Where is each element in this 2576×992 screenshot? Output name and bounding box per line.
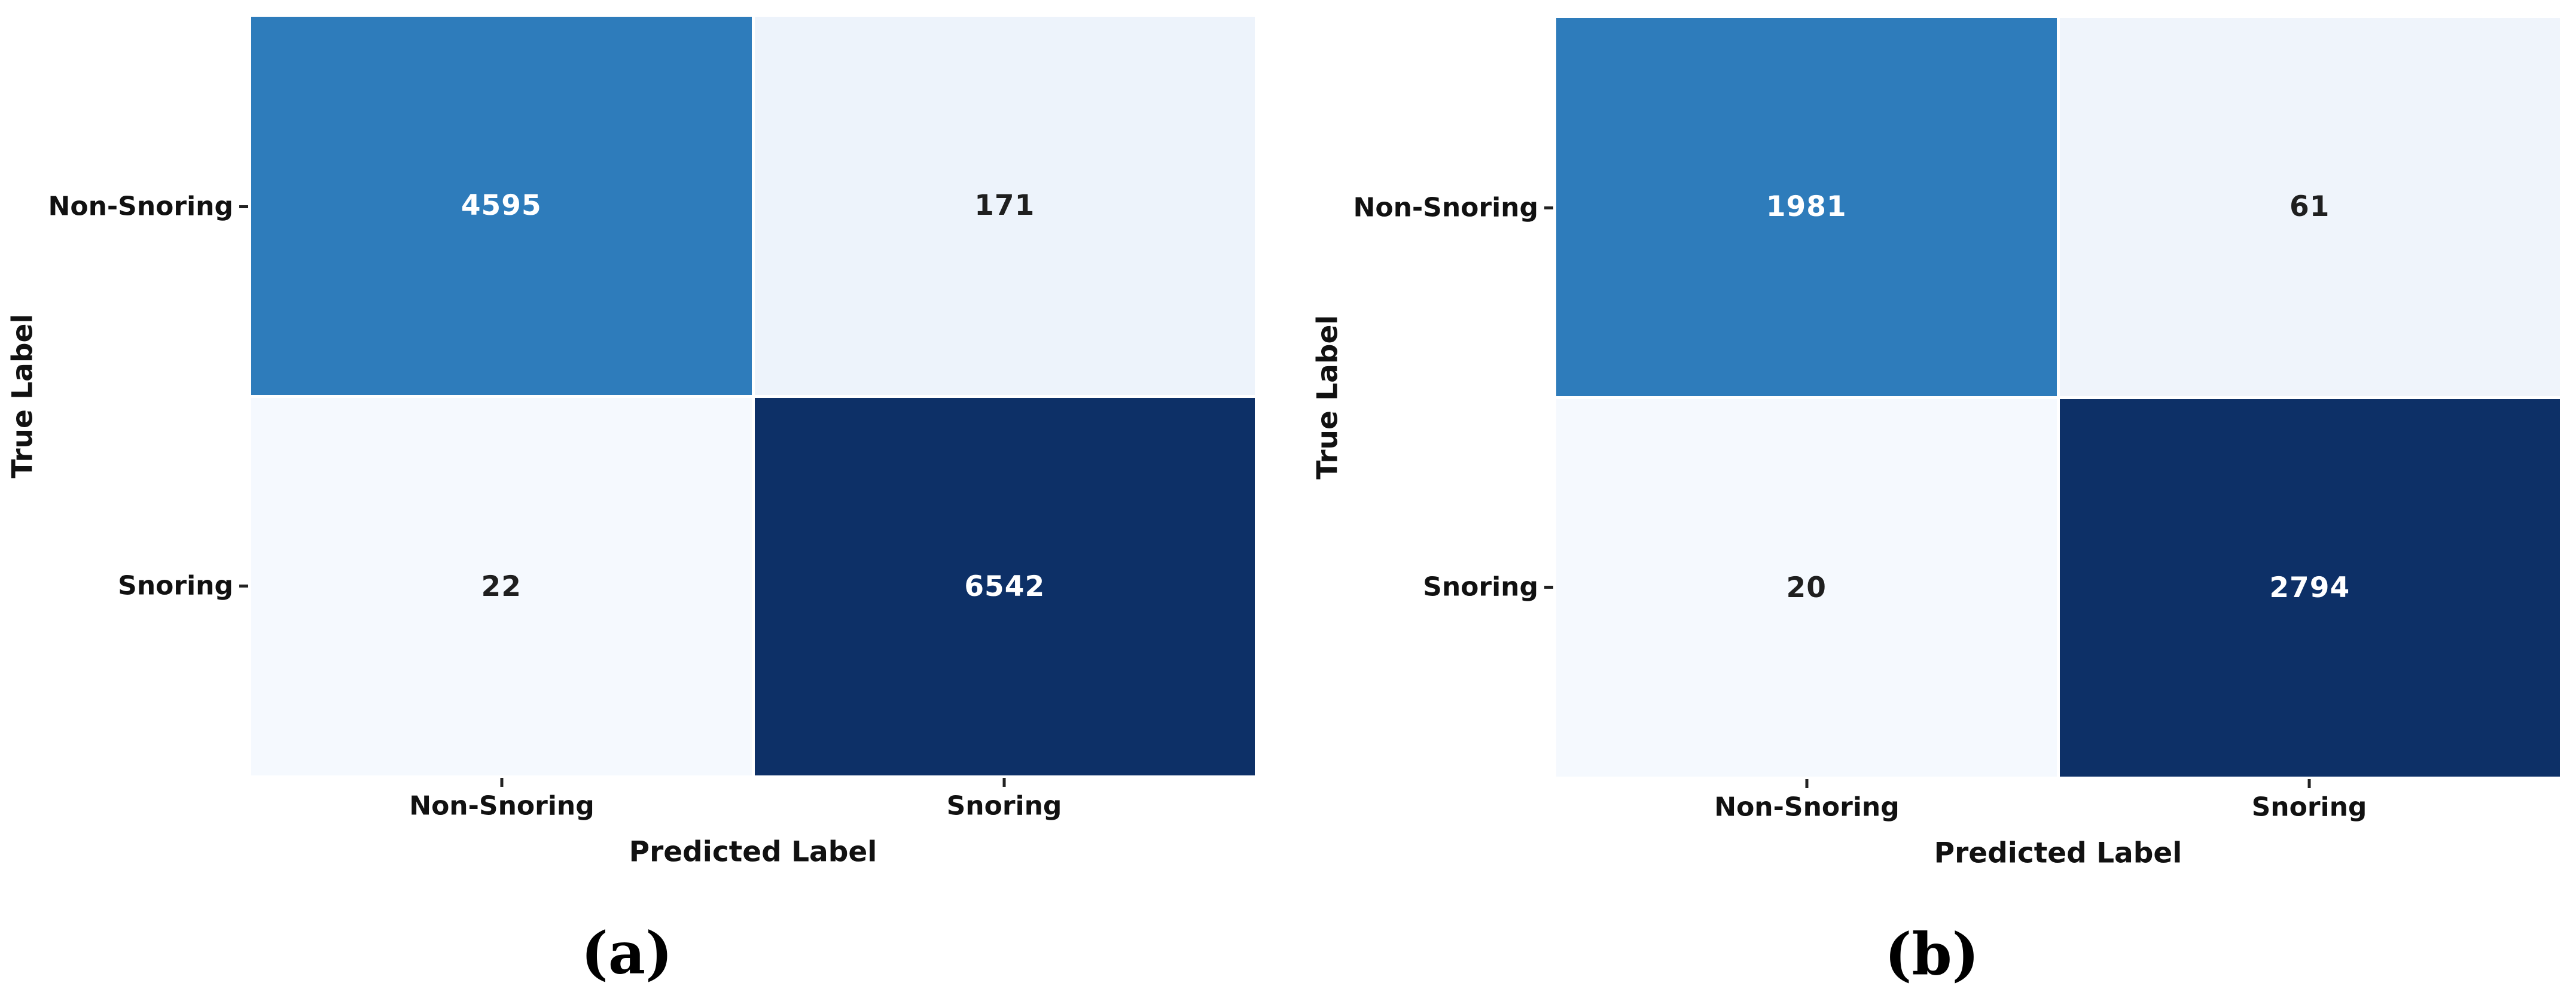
y-tick-mark-a-1 — [239, 205, 248, 208]
cell-a-true-nonsnoring-pred-nonsnoring: 4595 — [251, 17, 752, 395]
cell-b-true-nonsnoring-pred-nonsnoring: 1981 — [1556, 18, 2057, 396]
cell-b-true-snoring-pred-nonsnoring: 20 — [1556, 398, 2057, 777]
x-tick-label-b-nonsnoring: Non-Snoring — [1714, 792, 1900, 823]
y-tick-label-a-snoring: Snoring — [118, 570, 233, 601]
x-tick-label-a-snoring: Snoring — [946, 790, 1062, 821]
y-tick-label-b-snoring: Snoring — [1423, 571, 1538, 602]
y-axis-title-a: True Label — [6, 314, 39, 479]
y-tick-mark-a-2 — [239, 585, 248, 588]
x-axis-title-b: Predicted Label — [1934, 836, 2182, 870]
panel-caption-b: (b) — [1885, 920, 1979, 988]
x-tick-mark-b-2 — [2307, 779, 2311, 788]
x-tick-label-b-snoring: Snoring — [2251, 792, 2367, 823]
x-tick-mark-b-1 — [1805, 779, 1809, 788]
x-tick-mark-a-2 — [1002, 778, 1006, 787]
y-axis-title-b: True Label — [1311, 315, 1345, 480]
panel-caption-a: (a) — [581, 919, 673, 987]
x-axis-title-a: Predicted Label — [629, 835, 877, 869]
heatmap-panel-a: 4595 171 22 6542 Non-Snoring Snoring Non… — [7, 17, 1255, 987]
cell-a-true-snoring-pred-snoring: 6542 — [754, 397, 1255, 775]
y-tick-mark-b-2 — [1544, 586, 1553, 589]
cell-b-true-snoring-pred-snoring: 2794 — [2059, 398, 2560, 777]
x-tick-mark-a-1 — [500, 778, 504, 787]
y-tick-mark-b-1 — [1544, 206, 1553, 209]
y-tick-label-a-nonsnoring: Non-Snoring — [48, 191, 233, 222]
cell-b-true-nonsnoring-pred-snoring: 61 — [2059, 18, 2560, 396]
heatmap-panel-b: 1981 61 20 2794 Non-Snoring Snoring Non-… — [1312, 18, 2560, 988]
cell-a-true-nonsnoring-pred-snoring: 171 — [754, 17, 1255, 395]
cell-a-true-snoring-pred-nonsnoring: 22 — [251, 397, 752, 775]
x-tick-label-a-nonsnoring: Non-Snoring — [409, 790, 595, 821]
y-tick-label-b-nonsnoring: Non-Snoring — [1353, 192, 1538, 223]
